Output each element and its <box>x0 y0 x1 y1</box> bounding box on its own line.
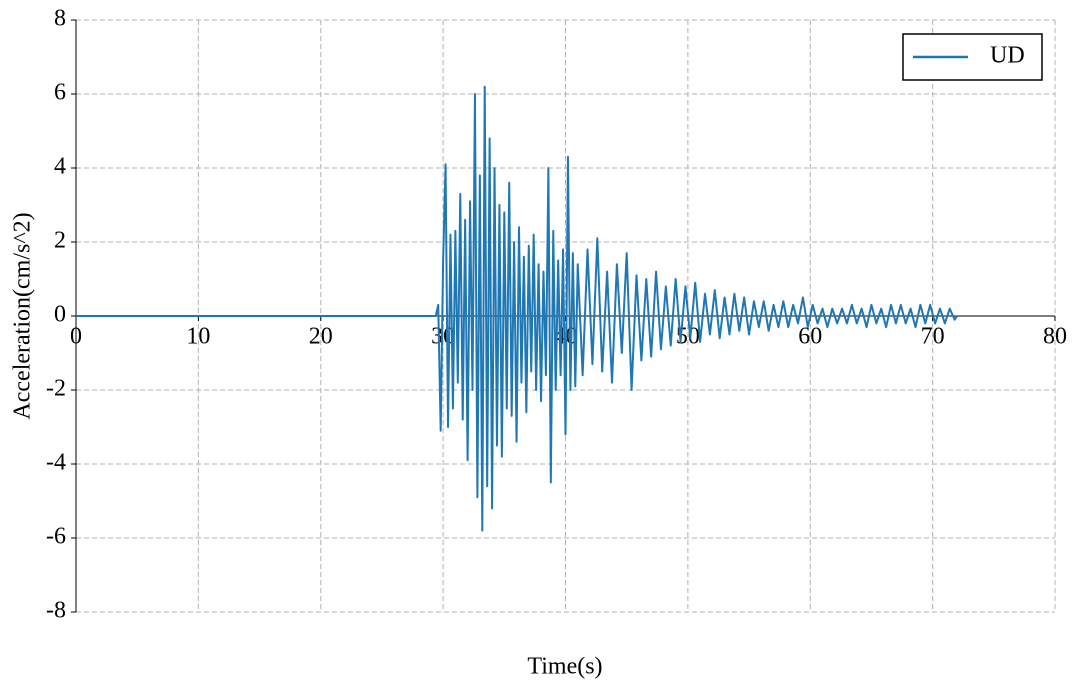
y-tick-label: -6 <box>46 524 66 550</box>
y-tick-label: 0 <box>54 302 66 328</box>
y-axis-label: Acceleration(cm/s^2) <box>10 212 36 419</box>
y-tick-label: -2 <box>46 376 66 402</box>
y-tick-label: 2 <box>54 228 66 254</box>
y-tick-label: 8 <box>54 6 66 32</box>
x-tick-label: 20 <box>309 324 333 350</box>
y-tick-label: -4 <box>46 450 66 476</box>
series-line <box>76 85 958 532</box>
x-tick-label: 80 <box>1043 324 1067 350</box>
y-tick-label: 4 <box>54 154 66 180</box>
x-tick-label: 10 <box>186 324 210 350</box>
y-tick-label: 6 <box>54 80 66 106</box>
legend-box <box>902 33 1043 81</box>
legend-label: UD <box>990 43 1025 69</box>
x-tick-label: 70 <box>921 324 945 350</box>
x-axis-label: Time(s) <box>527 654 602 680</box>
y-tick-label: -8 <box>46 598 66 624</box>
x-tick-label: 60 <box>798 324 822 350</box>
